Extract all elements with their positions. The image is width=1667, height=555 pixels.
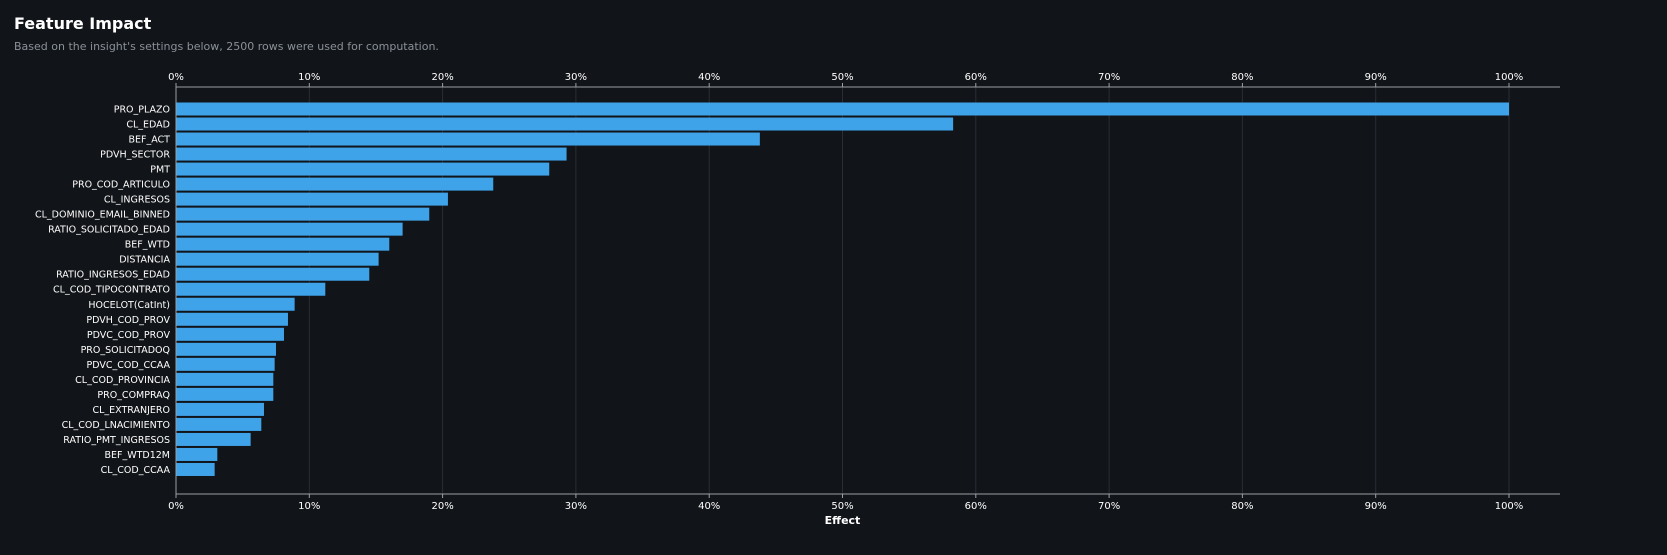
x-axis-title: Effect xyxy=(825,514,861,527)
x-tick-label-bottom: 0% xyxy=(168,501,184,512)
category-label: CL_INGRESOS xyxy=(104,195,170,206)
x-tick-label-bottom: 90% xyxy=(1365,501,1387,512)
bar[interactable] xyxy=(176,432,251,446)
bar[interactable] xyxy=(176,102,1510,116)
x-tick-label-top: 50% xyxy=(831,72,853,83)
bar[interactable] xyxy=(176,297,295,311)
bar[interactable] xyxy=(176,372,274,386)
bar[interactable] xyxy=(176,117,954,131)
category-label: DISTANCIA xyxy=(119,255,170,266)
x-tick-label-bottom: 100% xyxy=(1495,501,1524,512)
bars xyxy=(176,102,1510,476)
bar[interactable] xyxy=(176,312,288,326)
x-tick-label-bottom: 10% xyxy=(298,501,320,512)
category-label: RATIO_SOLICITADO_EDAD xyxy=(48,225,170,236)
x-tick-label-bottom: 70% xyxy=(1098,501,1120,512)
x-tick-label-top: 90% xyxy=(1365,72,1387,83)
x-tick-label-top: 100% xyxy=(1495,72,1524,83)
x-tick-label-top: 70% xyxy=(1098,72,1120,83)
bar[interactable] xyxy=(176,132,760,146)
category-label: PMT xyxy=(150,165,170,176)
bar[interactable] xyxy=(176,357,275,371)
x-tick-label-top: 10% xyxy=(298,72,320,83)
bar[interactable] xyxy=(176,192,448,206)
page-subtitle: Based on the insight's settings below, 2… xyxy=(14,40,439,53)
x-tick-label-top: 20% xyxy=(431,72,453,83)
bar[interactable] xyxy=(176,147,567,161)
category-label: PDVC_COD_PROV xyxy=(87,330,171,341)
category-label: BEF_WTD xyxy=(125,240,170,251)
category-label: CL_DOMINIO_EMAIL_BINNED xyxy=(35,210,170,221)
x-tick-label-top: 40% xyxy=(698,72,720,83)
category-label: BEF_ACT xyxy=(128,135,170,146)
x-tick-label-top: 80% xyxy=(1231,72,1253,83)
category-label: CL_COD_CCAA xyxy=(101,465,171,476)
bar[interactable] xyxy=(176,342,276,356)
x-tick-label-bottom: 20% xyxy=(431,501,453,512)
category-label: CL_EXTRANJERO xyxy=(92,405,170,416)
category-label: BEF_WTD12M xyxy=(104,450,170,461)
category-label: PDVC_COD_CCAA xyxy=(87,360,171,371)
category-labels: PRO_PLAZO CL_EDAD BEF_ACT PDVH_SECTOR PMT PRO… xyxy=(35,105,170,476)
bar[interactable] xyxy=(176,177,494,191)
x-tick-label-top: 60% xyxy=(965,72,987,83)
x-tick-label-bottom: 40% xyxy=(698,501,720,512)
axes: 0% 0% 10% 10% 20% 20% 30% 30% 40% 40% 50% 50% 60% 60%… xyxy=(168,72,1560,512)
category-label: CL_COD_LNACIMIENTO xyxy=(62,420,170,431)
bar[interactable] xyxy=(176,387,274,401)
category-label: PRO_SOLICITADOQ xyxy=(81,345,170,356)
category-label: RATIO_INGRESOS_EDAD xyxy=(56,270,170,281)
category-label: PRO_PLAZO xyxy=(114,105,170,116)
x-tick-label-bottom: 50% xyxy=(831,501,853,512)
bar[interactable] xyxy=(176,282,326,296)
category-label: PRO_COMPRAQ xyxy=(97,390,170,401)
bar[interactable] xyxy=(176,222,403,236)
bar[interactable] xyxy=(176,327,284,341)
x-tick-label-top: 0% xyxy=(168,72,184,83)
x-tick-label-bottom: 80% xyxy=(1231,501,1253,512)
category-label: PRO_COD_ARTICULO xyxy=(72,180,170,191)
x-tick-label-bottom: 60% xyxy=(965,501,987,512)
bar[interactable] xyxy=(176,207,430,221)
bar[interactable] xyxy=(176,447,218,461)
category-label: PDVH_SECTOR xyxy=(100,150,170,161)
category-label: CL_COD_TIPOCONTRATO xyxy=(53,285,170,296)
category-label: PDVH_COD_PROV xyxy=(86,315,170,326)
page-title: Feature Impact xyxy=(14,14,152,33)
category-label: CL_COD_PROVINCIA xyxy=(75,375,170,386)
x-tick-label-top: 30% xyxy=(565,72,587,83)
bar[interactable] xyxy=(176,417,262,431)
category-label: HOCELOT(CatInt) xyxy=(88,300,170,311)
bar[interactable] xyxy=(176,162,550,176)
bar[interactable] xyxy=(176,267,370,281)
x-tick-label-bottom: 30% xyxy=(565,501,587,512)
chart-header: Feature Impact Based on the insight's se… xyxy=(14,14,439,54)
bar[interactable] xyxy=(176,462,215,476)
bar[interactable] xyxy=(176,237,390,251)
category-label: RATIO_PMT_INGRESOS xyxy=(63,435,170,446)
category-label: CL_EDAD xyxy=(126,120,170,131)
bar[interactable] xyxy=(176,252,379,266)
bar[interactable] xyxy=(176,402,264,416)
